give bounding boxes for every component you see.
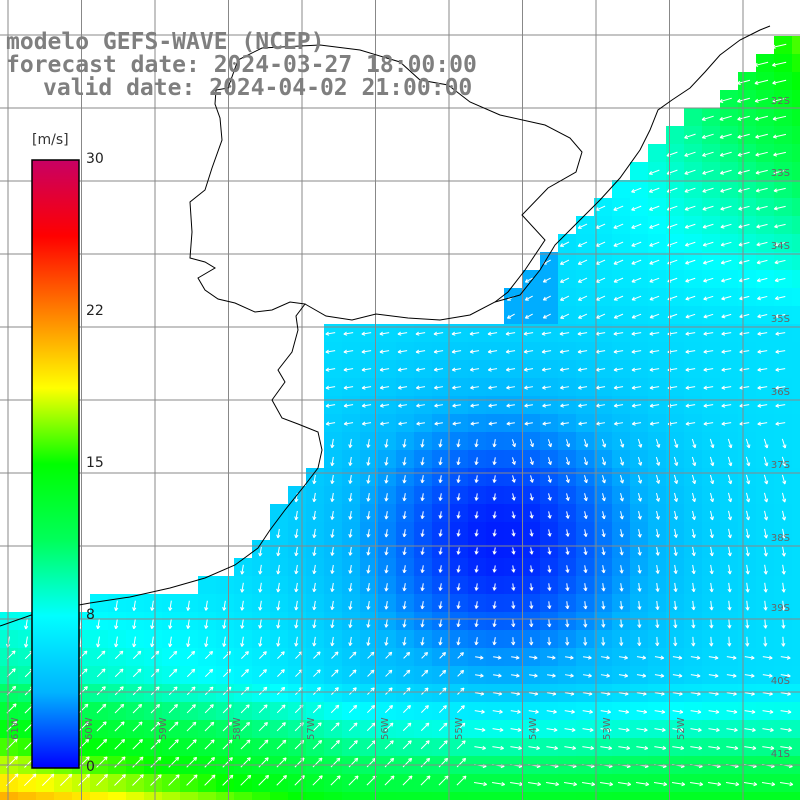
colorbar-tick-8: 8 [86, 607, 95, 623]
colorbar-tick-22: 22 [86, 303, 104, 319]
lon-label: 60W [84, 717, 95, 740]
lon-label: 52W [676, 717, 687, 740]
model-title: modelo GEFS-WAVE (NCEP) [6, 29, 325, 55]
colorbar-tick-0: 0 [86, 759, 95, 775]
lat-label: 32S [770, 96, 790, 107]
lon-label: 55W [454, 717, 465, 740]
lon-label: 58W [232, 717, 243, 740]
valid-date: valid date: 2024-04-02 21:00:00 [43, 75, 473, 101]
lat-label: 35S [770, 314, 790, 325]
wind-vectors [5, 43, 794, 787]
lat-label: 37S [770, 460, 790, 471]
lat-label: 41S [770, 749, 790, 760]
colorbar-tick-30: 30 [86, 151, 104, 167]
lon-label: 54W [528, 717, 539, 740]
lon-label: 61W [10, 717, 21, 740]
lat-label: 39S [770, 603, 790, 614]
lat-label: 40S [770, 676, 790, 687]
lat-label: 33S [770, 168, 790, 179]
lon-label: 57W [306, 717, 317, 740]
forecast-date: forecast date: 2024-03-27 18:00:00 [6, 52, 477, 78]
lon-label: 59W [158, 717, 169, 740]
lat-label: 38S [770, 533, 790, 544]
colorbar [31, 159, 80, 769]
lat-label: 34S [770, 241, 790, 252]
lon-label: 53W [602, 717, 613, 740]
lat-label: 36S [770, 387, 790, 398]
wind-speed-field [0, 36, 800, 800]
lon-label: 56W [380, 717, 391, 740]
coastline [0, 25, 771, 627]
colorbar-tick-15: 15 [86, 455, 104, 471]
colorbar-unit: [m/s] [32, 132, 69, 148]
